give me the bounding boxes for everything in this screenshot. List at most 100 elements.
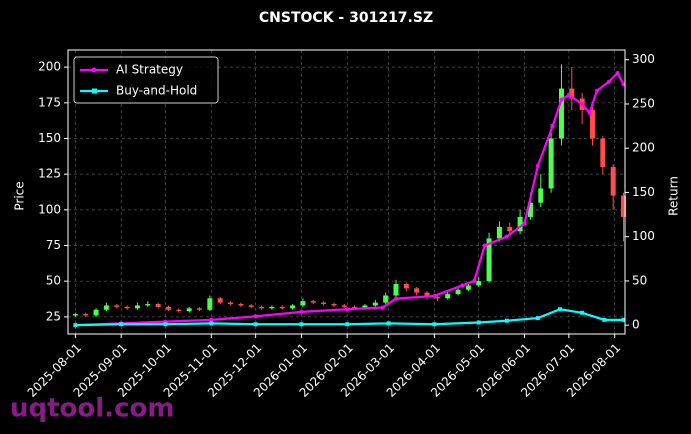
series-marker xyxy=(594,88,599,93)
candle-body xyxy=(621,195,627,217)
candle-body xyxy=(248,305,254,307)
candle-body xyxy=(558,88,564,139)
y-tick-label: 175 xyxy=(38,95,61,109)
series-marker xyxy=(299,322,304,327)
series-marker xyxy=(504,234,509,239)
candle-body xyxy=(93,309,99,316)
y-tick-label: 50 xyxy=(46,274,61,288)
candle-body xyxy=(207,298,213,310)
watermark: uqtool.com xyxy=(10,394,174,424)
series-marker xyxy=(209,321,214,326)
candle-body xyxy=(196,308,202,310)
series-marker xyxy=(432,293,437,298)
candle-body xyxy=(496,226,502,239)
y2-tick-label: 150 xyxy=(632,185,655,199)
y2-tick-label: 100 xyxy=(632,229,655,243)
candle-body xyxy=(279,306,285,309)
candle-body xyxy=(72,314,78,316)
series-marker xyxy=(557,307,562,312)
y2-tick-label: 250 xyxy=(632,96,655,110)
candle-body xyxy=(414,288,420,293)
candle-body xyxy=(290,305,296,309)
series-marker xyxy=(615,71,620,76)
series-marker xyxy=(602,317,607,322)
candle-body xyxy=(186,308,192,312)
candle-body xyxy=(103,305,109,310)
series-marker xyxy=(472,278,477,283)
candle-body xyxy=(362,305,368,309)
series-marker xyxy=(535,163,540,168)
y-tick-label: 100 xyxy=(38,202,61,216)
candle-body xyxy=(393,284,399,296)
candle-body xyxy=(165,306,171,310)
candle-body xyxy=(600,138,606,168)
y2-tick-label: 0 xyxy=(632,318,640,332)
candle-body xyxy=(331,304,337,306)
candle-body xyxy=(83,314,89,316)
series-marker xyxy=(559,97,564,102)
y-tick-label: 125 xyxy=(38,167,61,181)
series-marker xyxy=(253,314,258,319)
y-tick-label: 200 xyxy=(38,60,61,74)
candle-body xyxy=(300,301,306,306)
series-marker xyxy=(253,322,258,327)
series-marker xyxy=(587,110,592,115)
candle-body xyxy=(383,295,389,303)
series-marker xyxy=(73,323,78,328)
candle-body xyxy=(538,188,544,203)
series-marker xyxy=(386,321,391,326)
candle-body xyxy=(610,167,616,196)
y-tick-label: 75 xyxy=(46,238,61,252)
series-marker xyxy=(522,221,527,226)
candle-body xyxy=(269,306,275,309)
candle-body xyxy=(238,304,244,306)
series-marker xyxy=(606,79,611,84)
series-marker xyxy=(209,317,214,322)
candle-body xyxy=(476,281,482,286)
series-marker xyxy=(345,322,350,327)
legend-marker xyxy=(92,88,97,94)
candle-body xyxy=(228,302,234,305)
candle-body xyxy=(455,289,461,295)
candle-body xyxy=(569,88,575,99)
series-marker xyxy=(482,243,487,248)
legend-marker xyxy=(91,67,97,73)
candle-body xyxy=(114,305,120,307)
series-marker xyxy=(163,322,168,327)
series-marker xyxy=(460,283,465,288)
y-tick-label: 150 xyxy=(38,131,61,145)
candle-body xyxy=(134,305,140,309)
series-line xyxy=(75,308,624,327)
series-marker xyxy=(535,316,540,321)
candle-body xyxy=(548,138,554,189)
candle-body xyxy=(589,109,595,139)
y2-tick-label: 300 xyxy=(632,52,655,66)
y2-axis-label: Return xyxy=(667,176,681,216)
candle-body xyxy=(124,306,130,309)
candle-body xyxy=(145,304,151,306)
y2-tick-label: 200 xyxy=(632,141,655,155)
legend-label: AI Strategy xyxy=(116,63,183,77)
series-marker xyxy=(393,296,398,301)
candle-body xyxy=(217,298,223,303)
legend-label: Buy-and-Hold xyxy=(116,84,197,98)
series-marker xyxy=(380,305,385,310)
series-marker xyxy=(580,310,585,315)
plot-frame xyxy=(67,49,626,335)
series-marker xyxy=(550,124,555,129)
candle-body xyxy=(372,302,378,306)
series-marker xyxy=(504,318,509,323)
candle-body xyxy=(259,306,265,309)
candle-body xyxy=(321,302,327,305)
candle-body xyxy=(310,301,316,303)
candle-body xyxy=(507,226,513,232)
candle-body xyxy=(424,292,430,297)
series-marker xyxy=(621,317,626,322)
candle-body xyxy=(445,294,451,299)
candle-body xyxy=(465,285,471,290)
candle-body xyxy=(527,202,533,217)
series-marker xyxy=(476,320,481,325)
series-marker xyxy=(119,322,124,327)
